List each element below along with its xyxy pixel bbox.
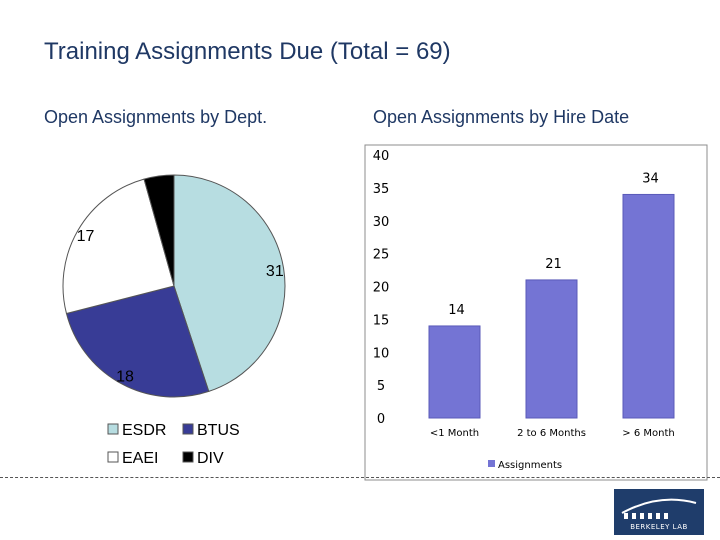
legend-label-btus: BTUS <box>197 422 240 439</box>
y-tick-label: 35 <box>373 182 390 197</box>
bar-chart-title: Open Assignments by Hire Date <box>373 107 630 127</box>
bar-6-month <box>622 193 675 419</box>
y-tick-label: 0 <box>377 412 385 427</box>
berkeley-lab-logo: BERKELEY LAB <box>614 489 704 535</box>
pie-value-label-esdr: 31 <box>266 263 284 280</box>
pie-slice-esdr <box>173 174 286 393</box>
bar-data-label-2-to-6-months: 21 <box>545 257 562 272</box>
pie-slice-div <box>143 174 175 287</box>
x-category-label: > 6 Month <box>622 428 674 439</box>
pie-value-label-eaei: 17 <box>77 228 95 245</box>
legend-swatch-esdr <box>107 423 119 435</box>
y-tick-label: 5 <box>377 379 385 394</box>
bar-data-label-6-month: 34 <box>642 171 659 186</box>
x-category-label: 2 to 6 Months <box>517 428 586 439</box>
legend-swatch-div <box>182 451 194 463</box>
y-tick-label: 40 <box>373 149 390 164</box>
bar-legend-label: Assignments <box>498 460 562 471</box>
legend-swatch-btus <box>182 423 194 435</box>
bar-chart: 0 5 10 15 20 25 30 35 40 14 <1 Month 21 2 to 6 Month… <box>364 144 708 481</box>
pie-legend: ESDR BTUS EAEI DIV <box>107 422 240 467</box>
pie-value-label-btus: 18 <box>116 369 134 386</box>
bar-2-to-6-months <box>525 279 578 419</box>
bar-1-month <box>428 325 481 419</box>
y-tick-label: 10 <box>373 346 390 361</box>
bar-data-label-1-month: 14 <box>448 303 465 318</box>
footer-divider <box>0 477 720 478</box>
legend-label-div: DIV <box>197 450 224 467</box>
y-tick-label: 20 <box>373 281 390 296</box>
y-tick-label: 15 <box>373 313 390 328</box>
legend-swatch-eaei <box>107 451 119 463</box>
legend-label-esdr: ESDR <box>122 422 166 439</box>
y-tick-label: 30 <box>373 215 390 230</box>
bar-chart-frame <box>364 144 708 481</box>
page-title: Training Assignments Due (Total = 69) <box>44 38 451 65</box>
x-category-label: <1 Month <box>430 428 479 439</box>
logo-text: BERKELEY LAB <box>630 523 688 531</box>
legend-label-eaei: EAEI <box>122 450 158 467</box>
pie-chart: 31 18 17 <box>62 174 286 398</box>
pie-slice-eaei <box>62 178 175 315</box>
lab-building-icon <box>621 498 697 519</box>
pie-chart-title: Open Assignments by Dept. <box>44 107 268 127</box>
bar-legend-swatch <box>488 460 495 467</box>
pie-slice-btus <box>65 285 210 398</box>
y-tick-label: 25 <box>373 248 390 263</box>
